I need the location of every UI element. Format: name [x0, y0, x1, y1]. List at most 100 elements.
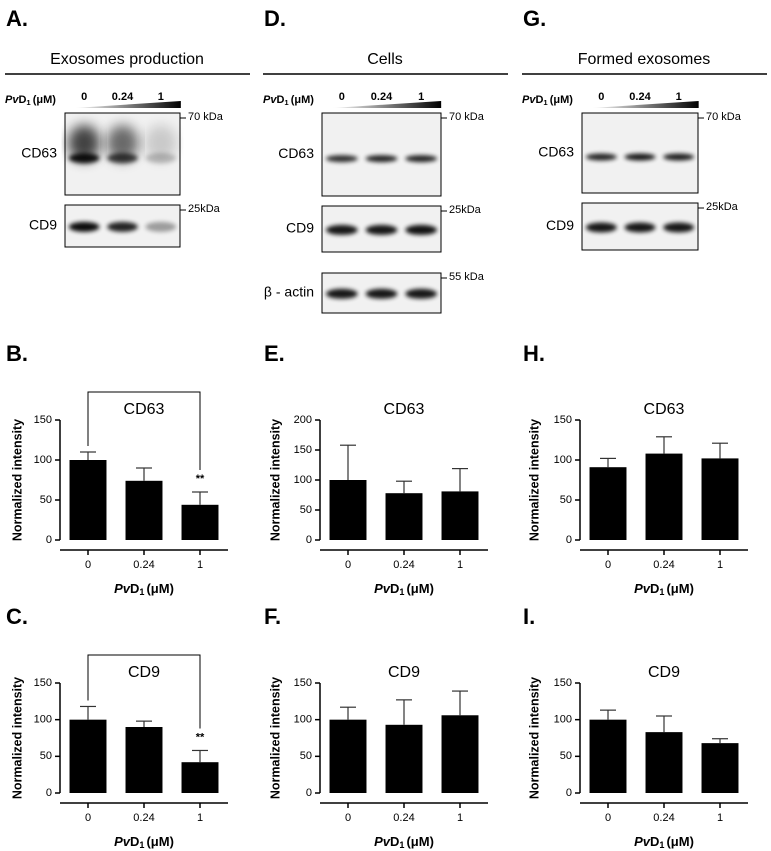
x-axis-label: PvD1 (μM) — [114, 581, 174, 597]
y-tick-label: 50 — [560, 750, 572, 762]
label-text: D — [276, 94, 284, 106]
x-axis-label: PvD1 (μM) — [634, 581, 694, 597]
y-tick-label: 0 — [306, 787, 312, 799]
panel-letter: A. — [6, 6, 28, 31]
label-sub: 1 — [284, 98, 289, 107]
band — [405, 288, 438, 299]
y-tick-label: 0 — [306, 534, 312, 546]
band — [365, 224, 398, 235]
y-tick-label: 0 — [566, 787, 572, 799]
band — [107, 221, 138, 232]
bar — [329, 719, 367, 793]
y-tick-label: 50 — [40, 494, 52, 506]
x-axis-label: PvD1 (μM) — [634, 834, 694, 850]
chart-title: CD9 — [388, 664, 420, 681]
bar — [645, 453, 683, 540]
label-sub: 1 — [543, 98, 548, 107]
y-tick-label: 50 — [300, 750, 312, 762]
y-tick-label: 100 — [294, 714, 312, 726]
bar — [125, 727, 163, 793]
blot-background — [581, 112, 699, 194]
panel-letter: E. — [264, 341, 285, 366]
error-bar — [396, 480, 412, 494]
significance-bracket — [87, 654, 201, 729]
blot-title: Cells — [367, 51, 403, 68]
smear — [68, 125, 101, 161]
label-italic: Pv — [114, 581, 131, 596]
band — [663, 153, 695, 161]
band — [325, 288, 358, 299]
blot-title: Formed exosomes — [578, 51, 711, 68]
marker-label: 25kDa — [449, 204, 482, 216]
chart-title: CD63 — [384, 401, 425, 418]
label-sub: 1 — [139, 587, 144, 597]
row-label: CD63 — [278, 145, 314, 161]
bar — [701, 743, 739, 793]
label-text: D — [390, 581, 399, 596]
row-label: β - actin — [264, 284, 314, 300]
y-tick-label: 50 — [300, 504, 312, 516]
band — [405, 155, 438, 163]
y-tick-label: 150 — [554, 677, 572, 689]
concentration: 1 — [418, 91, 424, 103]
label-sub: 1 — [26, 98, 31, 107]
bar — [701, 458, 739, 540]
x-tick-label: 0 — [345, 559, 351, 571]
gradient-wedge — [591, 101, 699, 108]
concentration: 0.24 — [629, 91, 651, 103]
y-tick-label: 100 — [554, 454, 572, 466]
y-tick-label: 150 — [294, 444, 312, 456]
concentration: 0.24 — [112, 91, 134, 103]
y-tick-label: 0 — [566, 534, 572, 546]
blot-background — [321, 112, 442, 197]
x-tick-label: 0 — [345, 812, 351, 824]
label-italic: Pv — [114, 834, 131, 849]
band — [365, 155, 398, 163]
label-text: D — [535, 94, 543, 106]
label-text: D — [130, 834, 139, 849]
band — [585, 222, 617, 233]
chart-title: CD63 — [124, 401, 165, 418]
row-label: CD9 — [29, 217, 57, 233]
y-tick-label: 0 — [46, 787, 52, 799]
x-tick-label: 0.24 — [133, 559, 154, 571]
bar — [329, 480, 367, 540]
label-text: D — [18, 94, 26, 106]
chart-title: CD9 — [128, 664, 160, 681]
band — [145, 153, 177, 164]
x-tick-label: 1 — [717, 812, 723, 824]
y-axis-label: Normalized intensity — [268, 419, 282, 541]
error-bar — [192, 749, 208, 763]
y-axis-label: Normalized intensity — [527, 419, 541, 541]
bar — [385, 724, 423, 793]
smear — [106, 125, 139, 161]
bar — [181, 504, 219, 540]
label-italic: Pv — [374, 834, 391, 849]
band — [365, 288, 398, 299]
label-italic: Pv — [634, 834, 651, 849]
error-bar — [712, 738, 728, 744]
label-italic: Pv — [5, 94, 19, 106]
band — [663, 222, 695, 233]
x-tick-label: 1 — [457, 812, 463, 824]
x-tick-label: 1 — [717, 559, 723, 571]
x-axis-label: PvD1 (μM) — [374, 834, 434, 850]
x-axis-label: PvD1 (μM) — [114, 834, 174, 850]
concentration: 0 — [339, 91, 345, 103]
y-tick-label: 50 — [40, 750, 52, 762]
y-tick-label: 150 — [294, 677, 312, 689]
concentration: 0.24 — [371, 91, 393, 103]
row-label: CD63 — [21, 145, 57, 161]
y-tick-label: 100 — [34, 454, 52, 466]
bar — [441, 715, 479, 793]
label-sub: 1 — [139, 840, 144, 850]
panel-letter: H. — [523, 341, 545, 366]
label-unit: (μM) — [550, 94, 574, 106]
marker-label: 55 kDa — [449, 271, 485, 283]
treatment-label: PvD1 (μM) — [5, 94, 56, 107]
significance-label: ** — [196, 473, 205, 485]
error-bar — [656, 436, 672, 454]
row-label: CD9 — [286, 220, 314, 236]
smear — [144, 125, 177, 161]
label-unit: (μM) — [146, 581, 173, 596]
